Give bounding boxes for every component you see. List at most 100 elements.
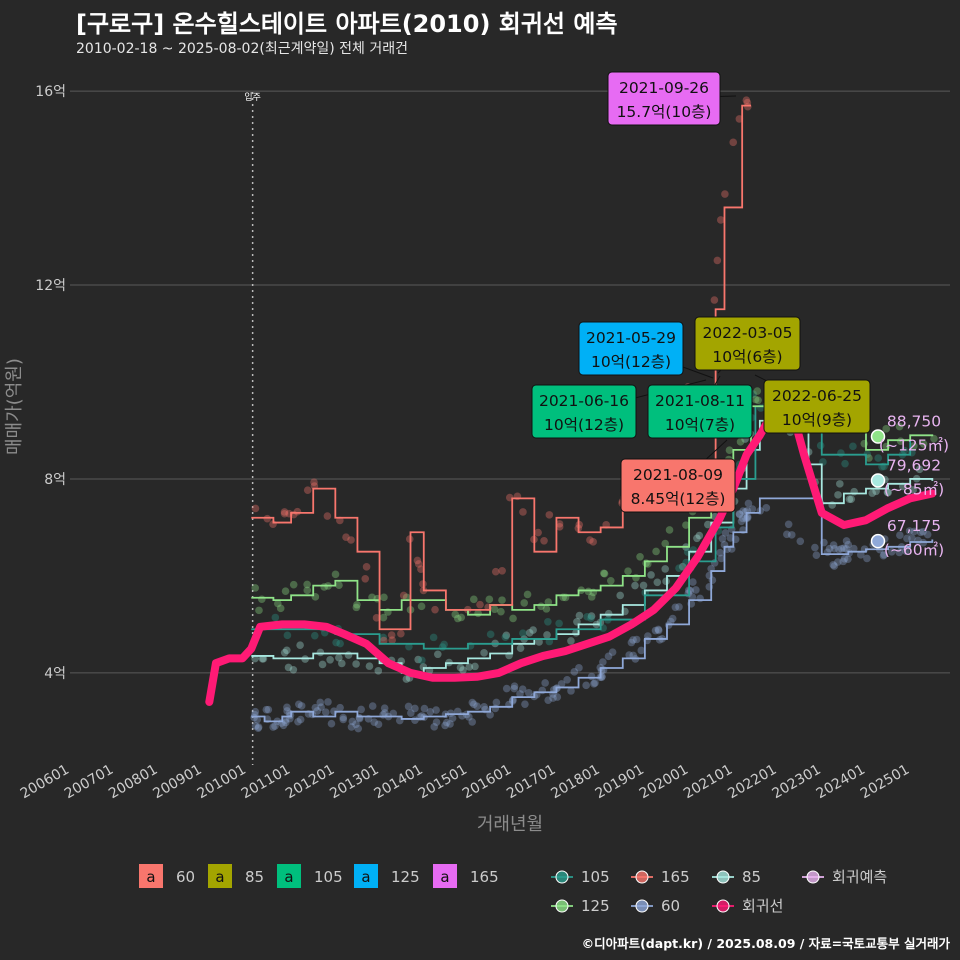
data-point-165 bbox=[293, 507, 302, 516]
data-point-60 bbox=[896, 531, 904, 540]
data-point-125 bbox=[289, 580, 298, 589]
data-point-85 bbox=[678, 562, 687, 571]
data-point-60 bbox=[486, 711, 494, 719]
data-point-165 bbox=[388, 636, 396, 644]
data-point-60 bbox=[582, 681, 590, 690]
data-point-85 bbox=[525, 629, 534, 637]
data-point-165 bbox=[417, 565, 425, 573]
data-point-85 bbox=[653, 578, 662, 587]
data-point-165 bbox=[431, 605, 439, 614]
move-in-label: 입주 bbox=[244, 91, 261, 103]
data-point-105 bbox=[587, 614, 595, 622]
data-point-125 bbox=[451, 610, 460, 619]
data-point-60 bbox=[404, 702, 413, 711]
data-point-60 bbox=[880, 550, 888, 559]
data-point-85 bbox=[326, 655, 334, 664]
data-point-85 bbox=[587, 612, 596, 620]
data-point-85 bbox=[909, 486, 917, 494]
data-point-85 bbox=[459, 666, 467, 674]
data-point-165 bbox=[519, 508, 527, 516]
legend-marker bbox=[716, 899, 730, 913]
data-point-125 bbox=[379, 613, 388, 622]
data-point-165 bbox=[586, 536, 594, 544]
x-tick-label: 200901 bbox=[150, 762, 204, 803]
data-point-125 bbox=[753, 387, 762, 395]
source-credit: ©디아파트(dapt.kr) / 2025.08.09 / 자료=국토교통부 실… bbox=[581, 936, 950, 951]
data-point-85 bbox=[543, 631, 551, 639]
data-point-60 bbox=[762, 504, 771, 512]
data-point-60 bbox=[411, 704, 419, 713]
data-point-85 bbox=[836, 480, 844, 488]
data-point-125 bbox=[255, 606, 263, 615]
data-point-125 bbox=[542, 605, 551, 613]
data-point-125 bbox=[860, 439, 869, 448]
data-point-60 bbox=[516, 690, 524, 698]
data-point-125 bbox=[754, 396, 762, 405]
data-point-105 bbox=[555, 619, 563, 628]
data-point-60 bbox=[857, 551, 865, 559]
data-point-60 bbox=[844, 555, 852, 563]
data-point-60 bbox=[671, 603, 680, 612]
data-point-125 bbox=[303, 586, 312, 595]
legend-line-label: 165 bbox=[661, 868, 690, 886]
x-tick-label: 201001 bbox=[195, 762, 249, 803]
data-point-85 bbox=[884, 488, 893, 497]
data-point-125 bbox=[636, 553, 644, 561]
data-point-85 bbox=[567, 637, 575, 645]
data-point-60 bbox=[432, 718, 441, 726]
data-point-60 bbox=[696, 594, 704, 603]
data-point-165 bbox=[280, 509, 289, 518]
data-point-105 bbox=[379, 633, 388, 642]
data-point-60 bbox=[374, 720, 383, 729]
data-point-60 bbox=[830, 544, 839, 553]
y-tick-label: 12억 bbox=[35, 278, 66, 294]
data-point-165 bbox=[372, 614, 381, 622]
data-point-60 bbox=[796, 537, 805, 546]
data-point-105 bbox=[519, 629, 527, 637]
end-area-label: (~125㎡) bbox=[879, 437, 949, 455]
data-point-105 bbox=[583, 613, 591, 621]
x-tick-label: 200701 bbox=[62, 762, 116, 803]
data-point-60 bbox=[492, 698, 501, 707]
data-point-60 bbox=[313, 707, 322, 715]
data-point-85 bbox=[529, 626, 537, 634]
data-point-60 bbox=[587, 672, 596, 681]
annotation-box bbox=[620, 458, 736, 513]
data-point-60 bbox=[651, 626, 660, 635]
data-point-105 bbox=[486, 630, 495, 639]
data-point-165 bbox=[361, 574, 370, 583]
annotation-date: 2021-09-26 bbox=[619, 79, 709, 97]
data-point-60 bbox=[389, 709, 398, 718]
end-value-label: 67,175 bbox=[887, 517, 941, 535]
x-tick-label: 200801 bbox=[106, 762, 160, 803]
data-point-60 bbox=[502, 684, 511, 693]
data-point-60 bbox=[510, 684, 519, 693]
data-point-165 bbox=[589, 538, 597, 546]
annotation-value: 15.7억(10층) bbox=[617, 103, 712, 121]
legend-label: 85 bbox=[245, 868, 264, 886]
data-point-105 bbox=[271, 613, 280, 622]
data-point-60 bbox=[825, 544, 834, 553]
data-point-60 bbox=[591, 679, 599, 687]
data-point-60 bbox=[726, 534, 735, 542]
annotation-box bbox=[694, 316, 801, 371]
data-point-165 bbox=[413, 556, 422, 565]
annotation-value: 10억(12층) bbox=[544, 416, 624, 434]
data-point-125 bbox=[919, 440, 928, 448]
data-point-60 bbox=[570, 668, 579, 676]
data-point-60 bbox=[510, 682, 519, 690]
data-point-60 bbox=[468, 698, 477, 707]
data-point-60 bbox=[637, 646, 646, 655]
data-point-85 bbox=[693, 534, 701, 543]
data-point-60 bbox=[738, 514, 747, 523]
data-point-165 bbox=[323, 512, 332, 520]
data-point-85 bbox=[502, 631, 511, 640]
data-point-85 bbox=[661, 565, 670, 573]
data-point-125 bbox=[331, 570, 340, 579]
annotation-box bbox=[607, 71, 721, 126]
data-point-60 bbox=[563, 676, 571, 684]
data-point-165 bbox=[362, 563, 371, 571]
x-tick-label: 201701 bbox=[504, 762, 558, 803]
annotation-value: 10억(7층) bbox=[665, 416, 735, 434]
